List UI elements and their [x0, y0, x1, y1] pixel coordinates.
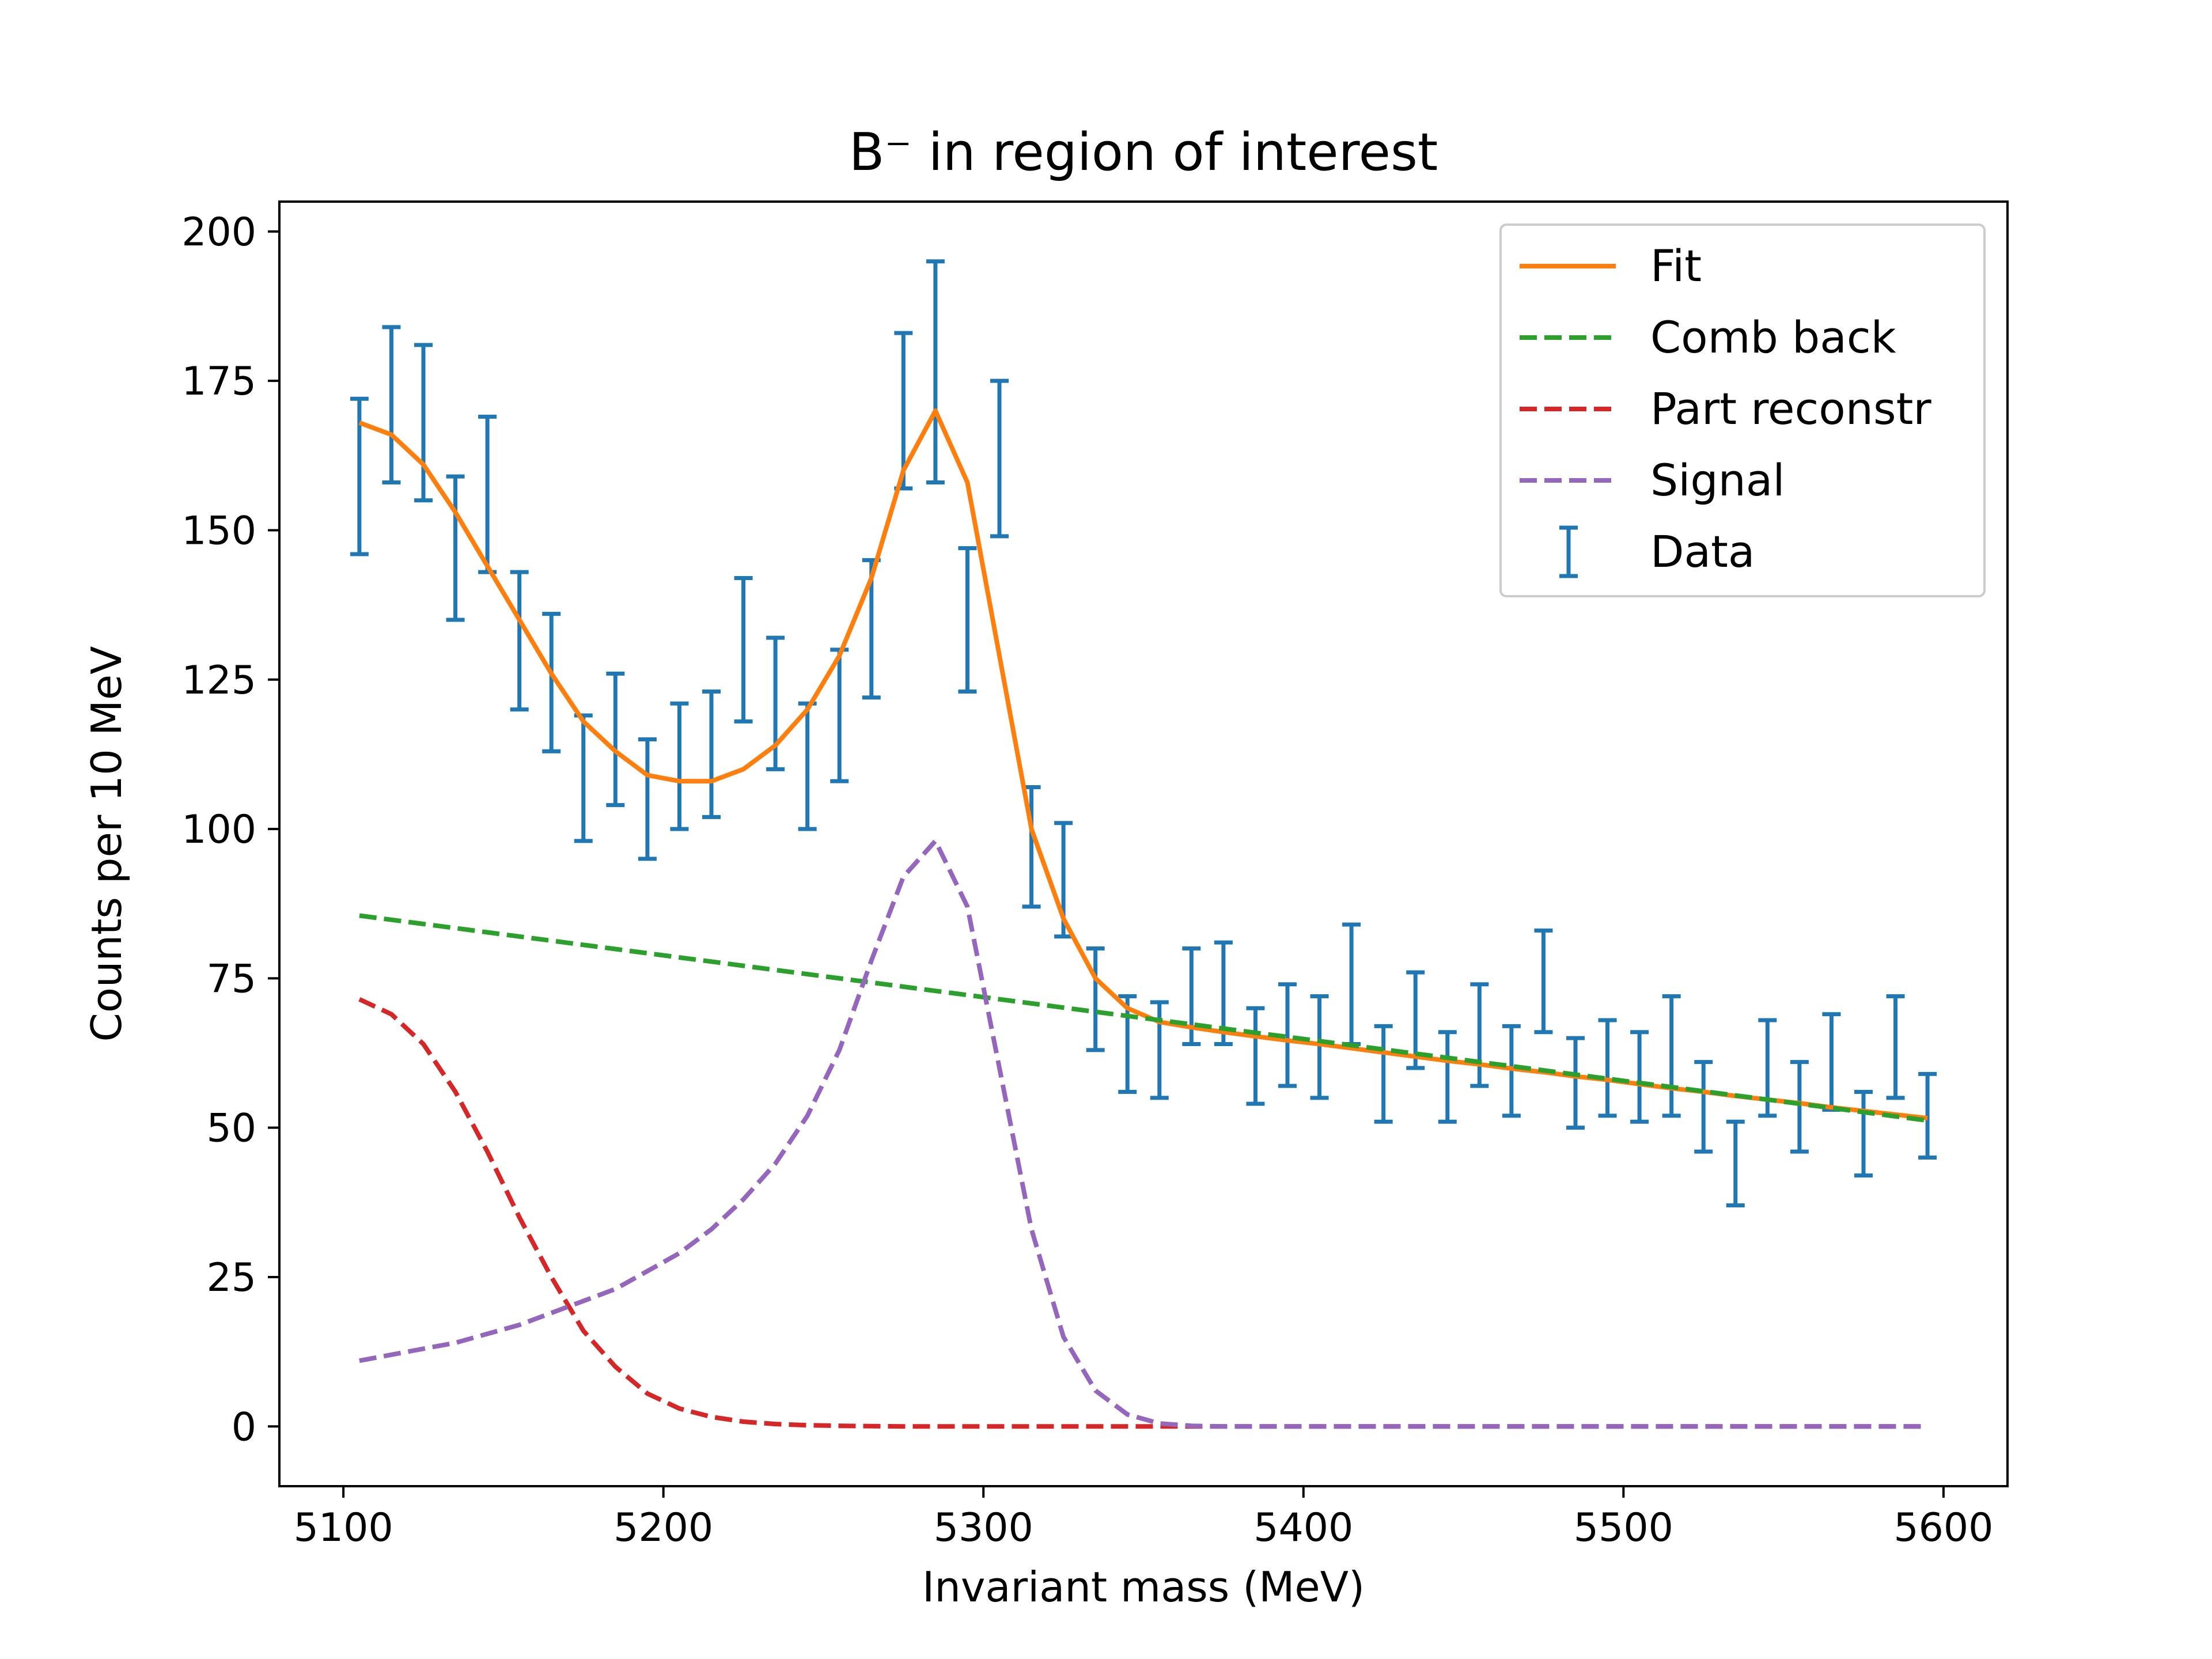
- x-tick-label: 5100: [294, 1505, 393, 1551]
- data-point-errorbar: [414, 343, 433, 503]
- x-tick-label: 5600: [1893, 1505, 1993, 1551]
- ticks-layer: 5100 5200 5300 5400 5500 5600 0 25 50 75 100 125 150…: [181, 210, 1993, 1551]
- y-axis-label: Counts per 10 MeV: [82, 646, 131, 1042]
- data-point-errorbar: [478, 414, 497, 574]
- data-point-errorbar: [1662, 994, 1681, 1118]
- legend-box: [1499, 224, 1986, 597]
- data-point-errorbar: [1406, 970, 1425, 1070]
- data-point-errorbar: [542, 612, 561, 753]
- data-point-errorbar: [1886, 994, 1905, 1100]
- data-point-errorbar: [350, 396, 369, 556]
- chart-title: B⁻ in region of interest: [849, 122, 1438, 183]
- data-point-errorbar: [1342, 922, 1361, 1046]
- data-point-errorbar: [1502, 1024, 1521, 1118]
- legend-label: Data: [1650, 526, 1755, 577]
- x-tick-label: 5300: [934, 1505, 1033, 1551]
- data-point-errorbar: [1438, 1030, 1457, 1124]
- data-point-errorbar: [1694, 1060, 1713, 1154]
- data-errorbars: [350, 259, 1937, 1208]
- data-point-errorbar: [1150, 1000, 1169, 1100]
- y-tick-label: 175: [181, 359, 256, 404]
- data-point-errorbar: [734, 575, 753, 724]
- data-point-errorbar: [382, 325, 401, 484]
- data-point-errorbar: [574, 713, 593, 843]
- x-axis-label: Invariant mass (MeV): [922, 1563, 1365, 1611]
- y-tick-label: 50: [206, 1106, 256, 1152]
- data-point-errorbar: [1598, 1018, 1617, 1118]
- legend-label: Part reconstr: [1650, 383, 1931, 434]
- legend-label: Signal: [1650, 454, 1785, 506]
- y-tick-label: 150: [181, 508, 256, 554]
- data-point-errorbar: [1534, 928, 1553, 1035]
- data-point-errorbar: [1470, 982, 1489, 1088]
- data-point-errorbar: [1726, 1119, 1745, 1208]
- y-tick-label: 0: [232, 1404, 256, 1450]
- data-point-errorbar: [1086, 946, 1105, 1052]
- y-tick-label: 25: [206, 1255, 256, 1301]
- data-point-errorbar: [702, 690, 721, 819]
- data-point-errorbar: [638, 737, 657, 861]
- series-line-comb-back: [359, 913, 1928, 1123]
- y-tick-label: 200: [181, 210, 256, 255]
- legend-item-comb-back: Comb back: [1520, 312, 1896, 363]
- data-point-errorbar: [1918, 1071, 1937, 1160]
- data-point-errorbar: [1630, 1030, 1649, 1124]
- legend-item-data: Data: [1559, 525, 1755, 578]
- data-point-errorbar: [798, 701, 817, 831]
- y-tick-label: 75: [206, 956, 256, 1002]
- x-tick-label: 5200: [613, 1505, 713, 1551]
- data-point-errorbar: [1854, 1089, 1873, 1178]
- legend: Fit Comb back Part reconstr Signal Data: [1499, 224, 1986, 597]
- data-point-errorbar: [926, 259, 945, 484]
- legend-item-part-reconstr: Part reconstr: [1520, 383, 1931, 434]
- x-tick-label: 5400: [1253, 1505, 1353, 1551]
- legend-item-signal: Signal: [1520, 454, 1785, 506]
- legend-label: Fit: [1650, 240, 1702, 291]
- legend-label: Comb back: [1650, 312, 1896, 363]
- data-point-errorbar: [446, 474, 465, 622]
- data-point-errorbar: [1278, 982, 1297, 1088]
- data-point-errorbar: [606, 671, 625, 808]
- legend-item-fit: Fit: [1520, 240, 1702, 291]
- plot-area: [278, 200, 2009, 1487]
- data-point-errorbar: [958, 546, 977, 694]
- axes-frame: [278, 200, 2009, 1487]
- data-point-errorbar: [1310, 994, 1329, 1100]
- y-tick-label: 125: [181, 658, 256, 703]
- y-tick-label: 100: [181, 807, 256, 853]
- data-point-errorbar: [1118, 994, 1137, 1094]
- data-point-errorbar: [1246, 1006, 1265, 1106]
- data-point-errorbar: [1566, 1036, 1585, 1130]
- data-point-errorbar: [1374, 1024, 1393, 1124]
- series-line-part-reconstr: [358, 997, 1928, 1429]
- series-layer: [350, 259, 1937, 1429]
- x-tick-label: 5500: [1574, 1505, 1673, 1551]
- data-point-errorbar: [894, 331, 913, 491]
- data-point-errorbar: [670, 701, 689, 831]
- series-line-signal: [359, 838, 1928, 1429]
- data-point-errorbar: [1790, 1060, 1809, 1154]
- data-point-errorbar: [1822, 1012, 1841, 1112]
- data-point-errorbar: [510, 570, 529, 712]
- data-point-errorbar: [990, 378, 1009, 539]
